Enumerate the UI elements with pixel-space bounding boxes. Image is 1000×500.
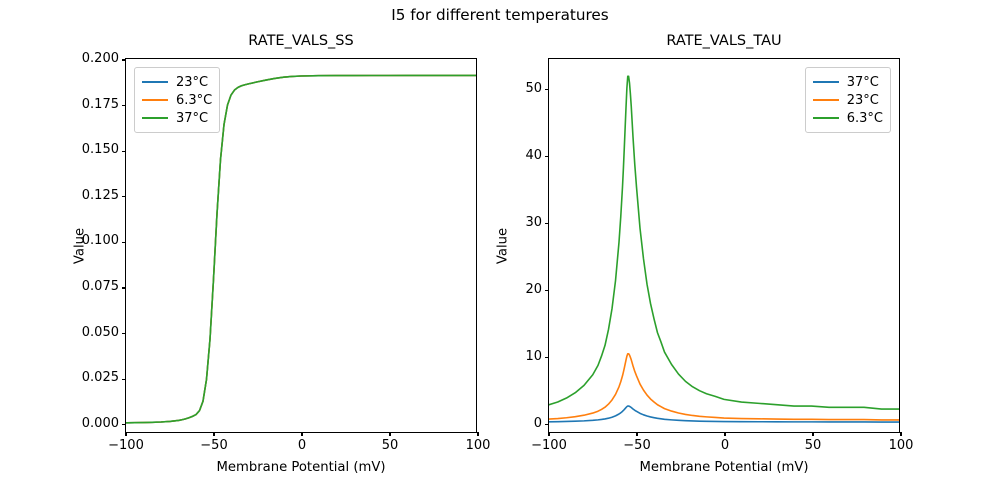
y-tick-mark [122, 59, 126, 61]
x-tick-label: −50 [200, 438, 228, 453]
y-tick-mark [122, 378, 126, 380]
y-tick-label: 40 [525, 147, 542, 163]
legend-color-swatch-icon [142, 98, 168, 102]
legend-color-swatch-icon [812, 98, 839, 102]
x-tick-mark [213, 432, 215, 436]
y-tick-label: 0.150 [81, 142, 119, 158]
x-tick-mark [548, 432, 550, 436]
y-tick-mark [545, 290, 549, 292]
y-tick-label: 0 [533, 415, 542, 431]
x-tick-label: 0 [297, 438, 307, 453]
y-tick-label: 0.000 [81, 415, 119, 431]
x-tick-label: 50 [804, 438, 822, 453]
y-tick-mark [545, 89, 549, 91]
y-tick-label: 0.100 [81, 233, 119, 249]
x-tick-mark [301, 432, 303, 436]
y-axis-label-tau: Value [495, 227, 511, 264]
y-tick-label: 0.125 [81, 187, 119, 203]
legend-color-swatch-icon [812, 80, 839, 84]
legend-item-label: 6.3°C [846, 110, 883, 126]
y-tick-label: 10 [525, 348, 542, 364]
x-axis-label-tau: Membrane Potential (mV) [639, 460, 809, 475]
legend-item-label: 37°C [176, 110, 209, 126]
y-tick-mark [122, 196, 126, 198]
y-tick-label: 50 [525, 80, 542, 96]
x-tick-label: −50 [623, 438, 651, 453]
legend-item[interactable]: 37°C [142, 109, 212, 127]
plot-area-ss [126, 59, 476, 432]
x-tick-mark [125, 432, 127, 436]
subplot-title-ss: RATE_VALS_SS [248, 33, 354, 49]
axes-rate-vals-tau: RATE_VALS_TAU Value Membrane Potential (… [496, 33, 914, 475]
y-tick-mark [122, 333, 126, 335]
x-tick-label: 100 [465, 438, 491, 453]
legend-color-swatch-icon [812, 116, 839, 120]
y-tick-label: 20 [525, 281, 542, 297]
y-tick-label: 0.050 [81, 324, 119, 340]
legend-item-label: 37°C [846, 74, 879, 90]
x-tick-label: −100 [108, 438, 144, 453]
y-tick-label: 30 [525, 214, 542, 230]
x-tick-mark [389, 432, 391, 436]
x-tick-label: 100 [888, 438, 914, 453]
legend-item[interactable]: 6.3°C [812, 109, 883, 127]
y-tick-mark [122, 104, 126, 107]
data-series-line [549, 354, 899, 420]
x-tick-mark [900, 432, 902, 436]
legend-item[interactable]: 23°C [142, 73, 212, 91]
legend-item[interactable]: 37°C [812, 73, 883, 91]
y-tick-mark [122, 241, 126, 243]
x-tick-mark [477, 432, 479, 436]
legend-item[interactable]: 23°C [812, 91, 883, 109]
y-tick-mark [545, 424, 549, 426]
x-tick-mark [812, 432, 814, 436]
y-tick-mark [545, 357, 549, 359]
legend-item-label: 23°C [176, 74, 209, 90]
x-tick-label: 0 [720, 438, 730, 453]
x-tick-label: −100 [531, 438, 567, 453]
y-tick-label: 0.200 [81, 50, 119, 66]
y-tick-mark [122, 150, 126, 152]
data-series-line [126, 75, 476, 422]
y-tick-mark [545, 156, 549, 158]
legend-item-label: 23°C [846, 92, 879, 108]
legend-tau[interactable]: 37°C 23°C 6.3°C [804, 67, 891, 133]
legend-color-swatch-icon [142, 116, 168, 120]
plot-area-tau [549, 59, 899, 432]
axes-rate-vals-ss: RATE_VALS_SS Value Membrane Potential (m… [73, 33, 491, 475]
legend-item-label: 6.3°C [176, 92, 213, 108]
y-tick-label: 0.175 [81, 96, 119, 112]
data-series-line [549, 76, 899, 409]
legend-item[interactable]: 6.3°C [142, 91, 212, 109]
y-tick-label: 0.075 [81, 279, 119, 294]
x-tick-mark [636, 432, 638, 436]
figure-suptitle: I5 for different temperatures [391, 6, 609, 24]
y-tick-mark [122, 424, 126, 426]
y-tick-mark [545, 223, 549, 225]
y-tick-mark [122, 287, 126, 289]
data-series-line [549, 406, 899, 422]
x-tick-label: 50 [381, 438, 399, 453]
x-axis-label-ss: Membrane Potential (mV) [216, 460, 386, 475]
x-tick-mark [724, 432, 726, 436]
legend-ss[interactable]: 23°C 6.3°C 37°C [134, 67, 221, 133]
subplot-title-tau: RATE_VALS_TAU [666, 33, 782, 49]
legend-color-swatch-icon [142, 80, 168, 84]
y-tick-label: 0.025 [81, 370, 119, 386]
